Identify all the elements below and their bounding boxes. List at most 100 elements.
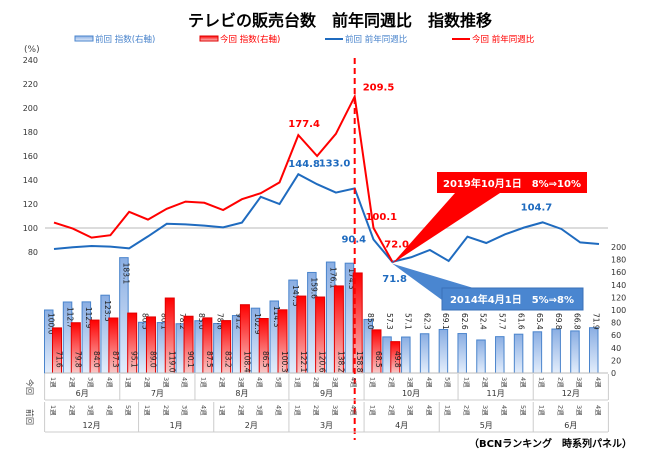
left-tick-label: 80 — [28, 248, 38, 257]
bar-previous-label: 78.2 — [178, 313, 187, 330]
week-label: 3週 — [181, 405, 190, 416]
week-label: 4週 — [594, 377, 603, 388]
month-label: 8月 — [235, 389, 248, 398]
bar-previous-index — [137, 321, 148, 374]
bar-previous-label: 159.6 — [310, 277, 319, 299]
week-label: 4週 — [350, 405, 359, 416]
bar-current-label: 71.6 — [55, 351, 64, 368]
month-label: 6月 — [564, 421, 577, 430]
month-label: 12月 — [562, 389, 580, 398]
left-tick-label: 120 — [23, 200, 38, 209]
legend-swatch-bar — [199, 35, 219, 42]
week-label: 4週 — [275, 405, 284, 416]
week-label: 3週 — [87, 377, 96, 388]
bar-previous-index — [213, 322, 223, 374]
bar-current-label: 119.0 — [167, 351, 176, 373]
bar-previous-index — [401, 336, 411, 374]
bar-current-label: 89.0 — [148, 351, 157, 368]
week-label: 2週 — [68, 405, 77, 416]
bar-previous-label: 147.5 — [291, 285, 300, 307]
point-label: 144.8 — [288, 159, 320, 170]
week-label: 2週 — [218, 377, 227, 388]
bar-previous-index — [438, 328, 449, 374]
bar-current-label: 120.6 — [318, 351, 327, 373]
right-tick-label: 20 — [611, 356, 621, 365]
week-label: 3週 — [331, 377, 340, 388]
bar-previous-label: 78.6 — [216, 313, 225, 330]
week-label: 5週 — [444, 377, 453, 388]
left-tick-label: 200 — [23, 104, 38, 113]
bar-previous-label: 80.5 — [140, 313, 149, 330]
bar-previous-label: 61.6 — [516, 313, 525, 330]
week-label: 3週 — [237, 377, 246, 388]
month-label: 7月 — [151, 389, 164, 398]
week-label: 3週 — [256, 405, 265, 416]
week-label: 4週 — [350, 377, 359, 388]
left-tick-label: 240 — [23, 56, 38, 65]
bar-current-label: 90.1 — [186, 351, 195, 368]
left-axis-label: (%) — [24, 45, 40, 55]
point-label: 209.5 — [363, 83, 395, 94]
month-label: 11月 — [487, 389, 505, 398]
week-label: 3週 — [406, 377, 415, 388]
bar-current-label: 100.3 — [280, 351, 289, 373]
week-label: 4週 — [105, 405, 114, 416]
bar-previous-label: 112.7 — [65, 307, 74, 329]
week-label: 2週 — [481, 377, 490, 388]
bar-previous-index — [589, 327, 599, 374]
row-label: 前回 — [25, 409, 35, 425]
week-label: 4週 — [256, 377, 265, 388]
week-label: 1週 — [199, 377, 208, 388]
line-previous-yoy — [53, 172, 600, 263]
week-label: 1週 — [538, 405, 547, 416]
bar-current-label: 95.1 — [130, 351, 139, 368]
source-note: （BCNランキング 時系列パネル） — [469, 437, 632, 450]
bar-previous-label: 52.4 — [479, 313, 488, 330]
bar-previous-label: 112.9 — [84, 307, 93, 329]
bar-previous-index — [382, 336, 392, 374]
bar-previous-index — [156, 322, 167, 374]
week-label: 2週 — [68, 377, 77, 388]
point-label: 177.4 — [288, 119, 320, 130]
week-label: 1週 — [444, 405, 453, 416]
bar-current-label: 87.5 — [205, 351, 214, 368]
bar-current-label: 84.0 — [92, 351, 101, 368]
bar-previous-label: 66.8 — [573, 313, 582, 330]
chart-title: テレビの販売台数 前年同週比 指数推移 — [188, 11, 492, 30]
month-label: 12月 — [82, 421, 100, 430]
week-label: 1週 — [293, 405, 302, 416]
left-tick-label: 140 — [23, 176, 38, 185]
plot-area: 80 100 120 140 160 180 200 220 240 0 20 40 60 80 100 12… — [23, 56, 626, 440]
bar-previous-label: 102.9 — [253, 313, 262, 335]
bar-previous-label: 91.2 — [234, 313, 243, 330]
week-label: 4週 — [425, 377, 434, 388]
week-label: 3週 — [162, 377, 171, 388]
bar-previous-label: 100.0 — [47, 313, 56, 335]
bar-previous-label: 69.8 — [554, 313, 563, 330]
legend-label: 前回 指数(右軸) — [95, 34, 155, 45]
bar-previous-label: 57.3 — [385, 313, 394, 330]
week-label: 2週 — [143, 377, 152, 388]
week-label: 1週 — [538, 377, 547, 388]
right-tick-label: 180 — [611, 256, 626, 265]
right-tick-label: 60 — [611, 331, 621, 340]
week-label: 2週 — [387, 405, 396, 416]
right-tick-label: 100 — [611, 306, 626, 315]
bar-previous-index — [513, 333, 524, 374]
left-tick-label: 220 — [23, 80, 38, 89]
week-label: 3週 — [406, 405, 415, 416]
week-label: 1週 — [49, 405, 58, 416]
week-label: 3週 — [87, 405, 96, 416]
bar-previous-label: 65.4 — [535, 313, 544, 330]
legend-item: 今回 前年同週比 — [452, 34, 534, 45]
week-label: 5週 — [275, 377, 284, 388]
bar-current-label: 158.8 — [355, 351, 364, 373]
month-label: 9月 — [320, 389, 333, 398]
month-label: 10月 — [402, 389, 420, 398]
bar-current-label: 122.1 — [299, 351, 308, 373]
bar-previous-label: 83.0 — [197, 313, 206, 330]
right-tick-label: 40 — [611, 344, 621, 353]
legend-label: 前回 前年同週比 — [345, 34, 407, 45]
month-label: 4月 — [395, 421, 408, 430]
